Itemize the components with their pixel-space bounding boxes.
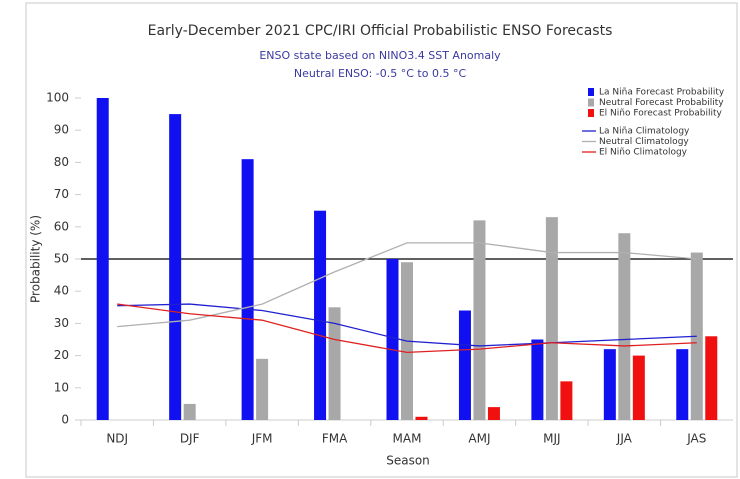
x-tick-label: JAS [686,432,706,446]
climatology-line [117,303,697,347]
legend-label: El Niño Climatology [599,148,688,158]
bar [632,355,645,420]
x-tick-label: AMJ [468,432,490,446]
y-tick-label: 100 [46,91,69,105]
bar [241,159,254,420]
bar [458,310,471,420]
legend-swatch [588,98,594,107]
y-tick-label: 10 [54,380,69,394]
bar [183,403,196,420]
legend-swatch [588,88,594,96]
chart-title: Early-December 2021 CPC/IRI Official Pro… [148,23,613,39]
x-tick-label: MAM [393,432,422,446]
legend-label: La Niña Forecast Probability [599,88,725,98]
y-tick-label: 80 [54,155,69,169]
x-tick-label: MJJ [543,432,560,446]
bar [531,339,544,420]
legend-label: Neutral Forecast Probability [599,98,724,108]
bar [487,407,500,420]
bar [705,336,718,420]
legend-swatch [588,109,594,117]
y-axis-title: Probability (%) [29,215,43,303]
bar [96,98,109,420]
x-tick-label: FMA [322,432,348,446]
bar [386,259,399,420]
bar [415,416,428,420]
y-tick-label: 40 [54,284,69,298]
bar [676,349,689,420]
bar [314,210,327,420]
y-tick-label: 30 [54,316,69,330]
x-tick-label: NDJ [106,432,128,446]
climatology-line [117,242,697,328]
bar [473,220,486,420]
legend-label: El Niño Forecast Probability [599,109,723,119]
y-tick-label: 70 [54,187,69,201]
bar [169,114,182,420]
y-tick-label: 60 [54,219,69,233]
bar [603,349,616,420]
bar [618,233,631,420]
legend-label: Neutral Climatology [599,137,689,147]
y-tick-label: 50 [54,252,69,266]
x-tick-label: DJF [180,432,200,446]
x-axis-title: Season [386,454,430,468]
y-tick-label: 20 [54,348,69,362]
bar [328,307,341,420]
bar [256,358,269,420]
y-tick-label: 0 [61,413,69,427]
climatology-line [117,303,697,354]
chart-subtitle: ENSO state based on NINO3.4 SST Anomaly [259,49,501,62]
y-tick-label: 90 [54,123,69,137]
x-tick-label: JFM [251,432,273,446]
bar [560,381,573,420]
chart-subtitle: Neutral ENSO: -0.5 °C to 0.5 °C [294,67,467,80]
bar [545,217,558,420]
legend-label: La Niña Climatology [599,127,690,137]
x-tick-label: JJA [616,432,633,446]
